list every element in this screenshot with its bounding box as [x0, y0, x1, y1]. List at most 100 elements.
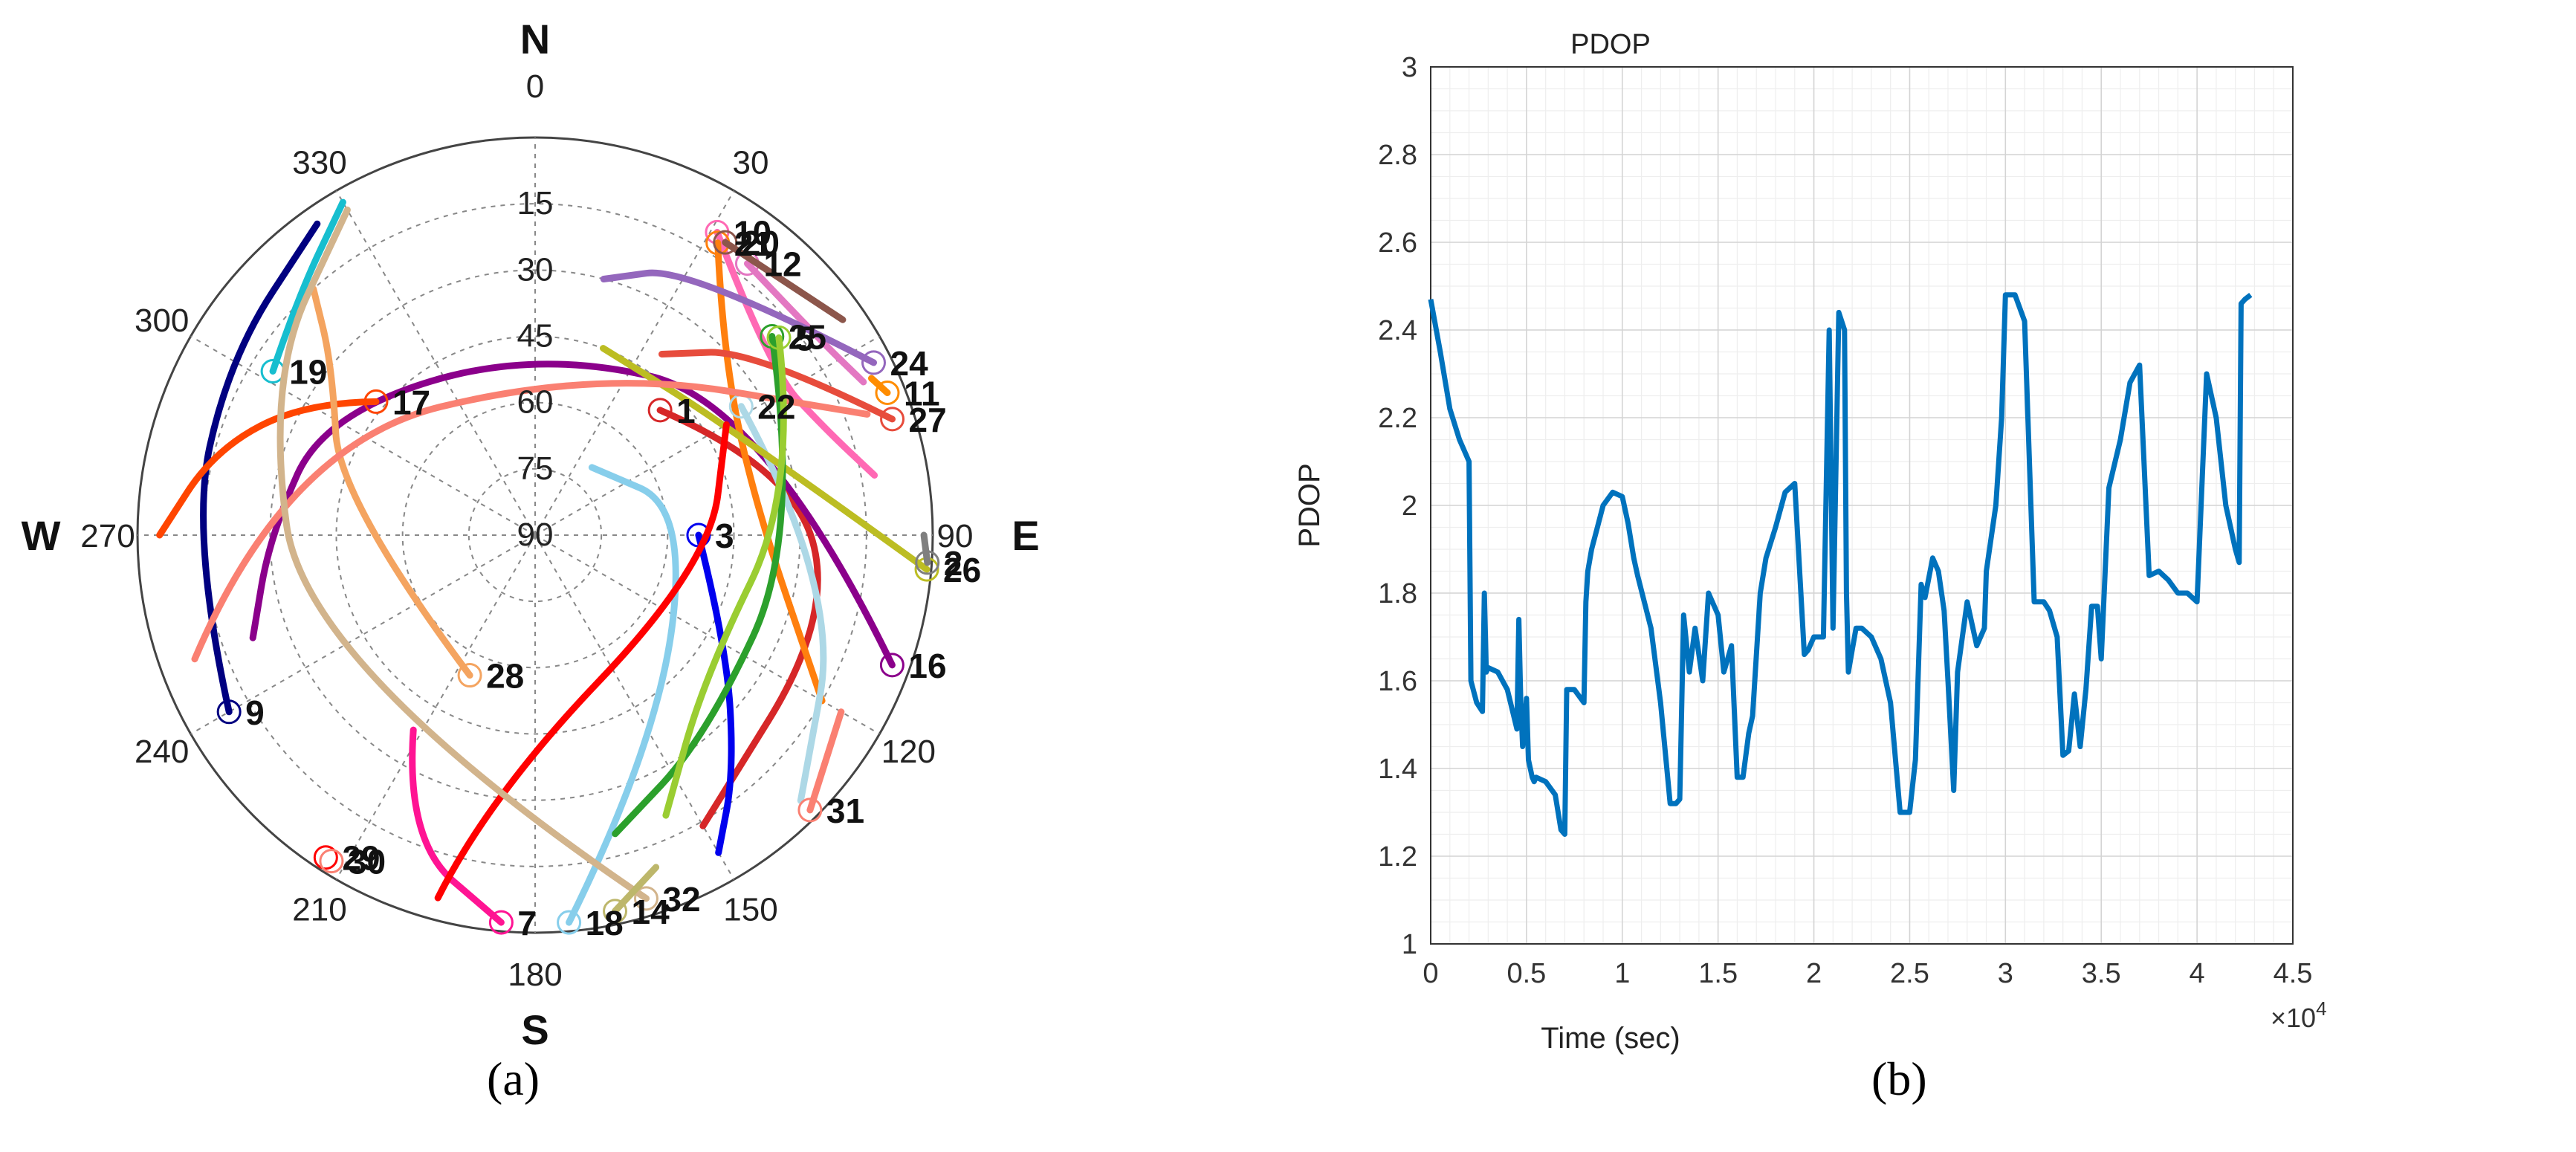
chart-title: PDOP [1570, 29, 1651, 60]
satellite-marker [488, 910, 514, 935]
satellite-marker [313, 845, 338, 870]
satellite-marker [713, 230, 738, 255]
satellite-marker [647, 398, 673, 423]
satellite-track [656, 407, 821, 829]
y-tick-label: 2.6 [1378, 227, 1417, 259]
satellite-marker [557, 910, 582, 935]
y-tick-label: 3 [1402, 52, 1417, 83]
azimuth-spoke [335, 534, 536, 880]
skyplot-chart: 1530456075900309012015018021024027030033… [22, 16, 1040, 1053]
x-tick-label: 4 [2190, 958, 2205, 989]
satellite-label: 21 [734, 224, 772, 263]
satellite-track [269, 198, 346, 375]
satellite-marker [797, 797, 823, 823]
azimuth-spoke [335, 190, 536, 536]
x-tick-label: 2 [1806, 958, 1822, 989]
azimuth-tick-label: 120 [881, 734, 936, 770]
elevation-tick-label: 75 [517, 450, 554, 487]
elevation-tick-label: 90 [517, 517, 554, 553]
x-tick-label: 1.5 [1698, 958, 1738, 989]
azimuth-tick-label: 90 [937, 518, 974, 554]
satellite-marker [633, 886, 658, 911]
x-tick-label: 2.5 [1890, 958, 1929, 989]
y-tick-label: 1.2 [1378, 841, 1417, 873]
pdop-line [1428, 292, 2253, 837]
y-tick-label: 2.2 [1378, 403, 1417, 434]
y-axis-label: PDOP [1293, 463, 1326, 547]
azimuth-tick-label: 30 [733, 145, 769, 181]
satellite-track [658, 349, 896, 423]
satellite-marker [457, 663, 482, 688]
x-tick-label: 0 [1423, 958, 1438, 989]
satellite-track [695, 531, 735, 856]
satellite-label: 3 [715, 517, 734, 555]
skyplot-labels: 1530456075900309012015018021024027030033… [22, 16, 1040, 1053]
satellite-label: 2 [944, 544, 963, 583]
satellite-track [600, 345, 931, 573]
cardinal-label-s: S [521, 1006, 548, 1053]
pdop-grid [1430, 66, 2294, 945]
satellite-track [612, 864, 660, 915]
azimuth-tick-label: 330 [292, 145, 346, 181]
satellite-label: 26 [943, 551, 981, 589]
satellite-track [600, 269, 877, 366]
y-tick-label: 2.4 [1378, 315, 1417, 346]
elevation-ring [467, 467, 603, 603]
satellite-label: 28 [486, 657, 524, 696]
y-tick-label: 1.6 [1378, 666, 1417, 697]
azimuth-tick-label: 240 [135, 734, 189, 770]
satellite-marker [879, 653, 904, 678]
satellite-label: 32 [662, 880, 700, 919]
satellite-track [310, 285, 473, 679]
x-multiplier: ×104 [2271, 997, 2327, 1033]
azimuth-spoke [534, 534, 735, 880]
satellite-marker [603, 899, 628, 924]
azimuth-tick-label: 150 [723, 891, 777, 928]
y-tick-label: 1.8 [1378, 578, 1417, 609]
satellite-label: 7 [517, 904, 537, 942]
satellite-marker [766, 325, 792, 350]
satellite-track [920, 531, 931, 566]
satellite-label: 12 [763, 245, 801, 284]
satellite-label: 1 [676, 392, 696, 430]
cardinal-label-w: W [22, 512, 61, 559]
satellite-track [566, 464, 679, 926]
x-axis-label: Time (sec) [1541, 1022, 1680, 1055]
satellite-label: 27 [909, 401, 947, 439]
satellite-tracks [156, 198, 940, 935]
x-tick-label: 3 [1998, 958, 2013, 989]
elevation-tick-label: 30 [517, 251, 554, 288]
y-tick-label: 2.8 [1378, 140, 1417, 171]
y-tick-label: 1 [1402, 929, 1417, 960]
azimuth-spoke [190, 534, 536, 735]
pdop-series [1428, 292, 2253, 837]
satellite-marker [363, 389, 389, 414]
satellite-label: 11 [904, 374, 940, 412]
azimuth-spoke [190, 335, 536, 536]
satellite-marker [915, 550, 940, 575]
x-tick-label: 4.5 [2274, 958, 2313, 989]
satellite-label: 19 [289, 352, 327, 391]
satellite-label: 30 [348, 843, 386, 881]
satellite-label: 14 [632, 893, 670, 931]
elevation-ring [401, 401, 669, 669]
cardinal-label-n: N [520, 16, 550, 62]
satellite-label: 17 [392, 383, 430, 421]
satellite-track [714, 239, 826, 705]
satellite-label: 31 [826, 792, 864, 830]
plot-frame [1430, 66, 2294, 945]
azimuth-tick-label: 300 [135, 302, 189, 339]
satellite-label: 10 [734, 213, 771, 252]
satellite-marker [880, 407, 905, 432]
azimuth-tick-label: 270 [80, 518, 135, 554]
satellite-label: 16 [908, 647, 946, 685]
elevation-tick-label: 15 [517, 185, 554, 221]
satellite-label: 18 [586, 904, 624, 942]
x-tick-label: 3.5 [2082, 958, 2121, 989]
satellite-label: 9 [245, 693, 265, 732]
satellite-track [191, 380, 871, 663]
panel-b-label: (b) [1871, 1052, 1927, 1105]
y-tick-label: 2 [1402, 491, 1417, 522]
azimuth-tick-label: 210 [292, 891, 346, 928]
y-tick-label: 1.4 [1378, 754, 1417, 785]
